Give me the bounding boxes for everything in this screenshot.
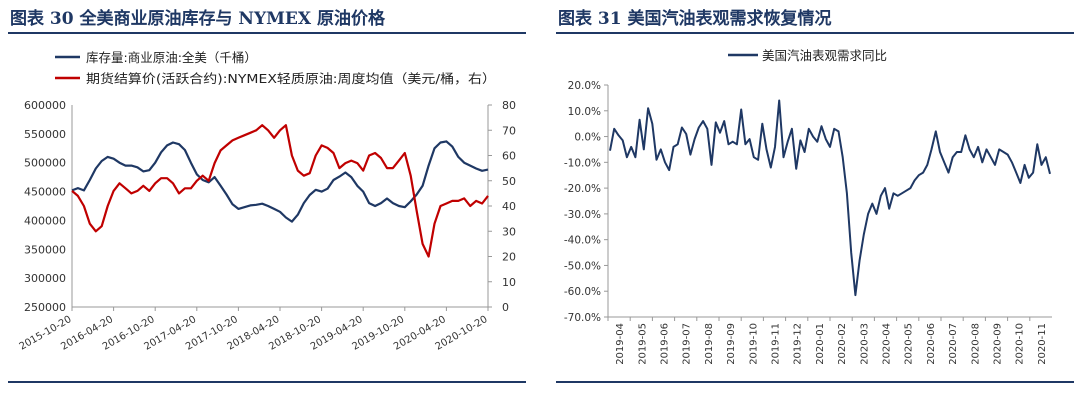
x-tick-label: 2020-11: [1037, 323, 1048, 365]
x-tick-label: 2019-12: [793, 323, 804, 365]
legend-label-inventory: 库存量:商业原油:全美（千桶）: [86, 50, 257, 65]
x-tick-label: 2020-07: [948, 323, 959, 365]
chart-panel-left: 图表 30 全美商业原油库存与 NYMEX 原油价格 600000 550000 5…: [0, 0, 532, 403]
legend-label-price: 期货结算价(活跃合约):NYMEX轻质原油:周度均值（美元/桶，右）: [86, 71, 496, 86]
y-right-tick-label: 10: [502, 276, 516, 289]
x-tick-label: 2019-04: [615, 323, 626, 365]
y-tick-label: 0.0%: [574, 132, 601, 144]
title-rule: [8, 32, 526, 34]
y-tick-label: -60.0%: [564, 286, 601, 298]
gasoline-demand-series-line: [609, 99, 1051, 297]
y-left-tick-label: 400000: [24, 214, 66, 227]
x-tick-label: 2020-09: [993, 323, 1004, 365]
bottom-rule: [556, 381, 1074, 383]
y-left-tick-label: 600000: [24, 99, 66, 112]
legend-label: 美国汽油表观需求同比: [762, 48, 887, 63]
y-right-tick-label: 0: [502, 301, 509, 314]
figure-title-30: 图表 30 全美商业原油库存与 NYMEX 原油价格: [10, 9, 385, 29]
x-tick-label: 2019-09: [726, 323, 737, 365]
y-right-tick-label: 50: [502, 175, 516, 188]
y-tick-label: -70.0%: [564, 312, 601, 324]
y-right-tick-label: 80: [502, 99, 516, 112]
x-tick-label: 2019-06: [660, 323, 671, 365]
y-tick-label: 10.0%: [568, 106, 601, 118]
y-tick-label: -10.0%: [564, 157, 601, 169]
y-tick-label: -20.0%: [564, 183, 601, 195]
y-right-tick-label: 20: [502, 251, 516, 264]
inventory-series-line: [71, 140, 489, 223]
inventory-price-chart: 600000 550000 500000 450000 400000 350000 3000…: [18, 50, 516, 353]
bottom-rule: [8, 381, 526, 383]
y-right-tick-label: 40: [502, 200, 516, 213]
x-tick-label: 2020-08: [970, 323, 981, 365]
figure-title-31: 图表 31 美国汽油表观需求恢复情况: [558, 9, 832, 29]
x-tick-label: 2020-03: [859, 323, 870, 365]
y-right-tick-label: 70: [502, 124, 516, 137]
x-tick-label: 2019-08: [704, 323, 715, 365]
chart-panel-right: 图表 31 美国汽油表观需求恢复情况 20.0% 10.0% 0.0% -10.0% -…: [548, 0, 1080, 403]
y-tick-label: -40.0%: [564, 235, 601, 247]
x-tick-label: 2019-07: [682, 323, 693, 365]
price-series-line: [71, 124, 489, 258]
x-tick-label: 2019-11: [771, 323, 782, 365]
y-tick-label: 20.0%: [568, 80, 601, 92]
y-right-tick-label: 30: [502, 225, 516, 238]
x-tick-label: 2020-01: [815, 323, 826, 365]
x-tick-label: 2019-05: [637, 323, 648, 365]
y-tick-label: -30.0%: [564, 209, 601, 221]
y-left-tick-label: 300000: [24, 272, 66, 285]
x-tick-label: 2020-02: [837, 323, 848, 365]
x-tick-label: 2019-10: [748, 323, 759, 365]
y-left-tick-label: 250000: [24, 301, 66, 314]
x-tick-label: 2020-10: [1015, 323, 1026, 365]
y-left-tick-label: 550000: [24, 128, 66, 141]
title-rule: [556, 32, 1074, 34]
y-tick-label: -50.0%: [564, 260, 601, 272]
x-tick-label: 2020-04: [882, 323, 893, 365]
y-right-tick-label: 60: [502, 150, 516, 163]
y-left-tick-label: 350000: [24, 243, 66, 256]
x-tick-label: 2020-06: [926, 323, 937, 365]
y-left-tick-label: 450000: [24, 186, 66, 199]
x-tick-label: 2020-05: [904, 323, 915, 365]
gasoline-demand-chart: 20.0% 10.0% 0.0% -10.0% -20.0% -30.0% -40.0% -5…: [564, 48, 1052, 365]
y-left-tick-label: 500000: [24, 157, 66, 170]
